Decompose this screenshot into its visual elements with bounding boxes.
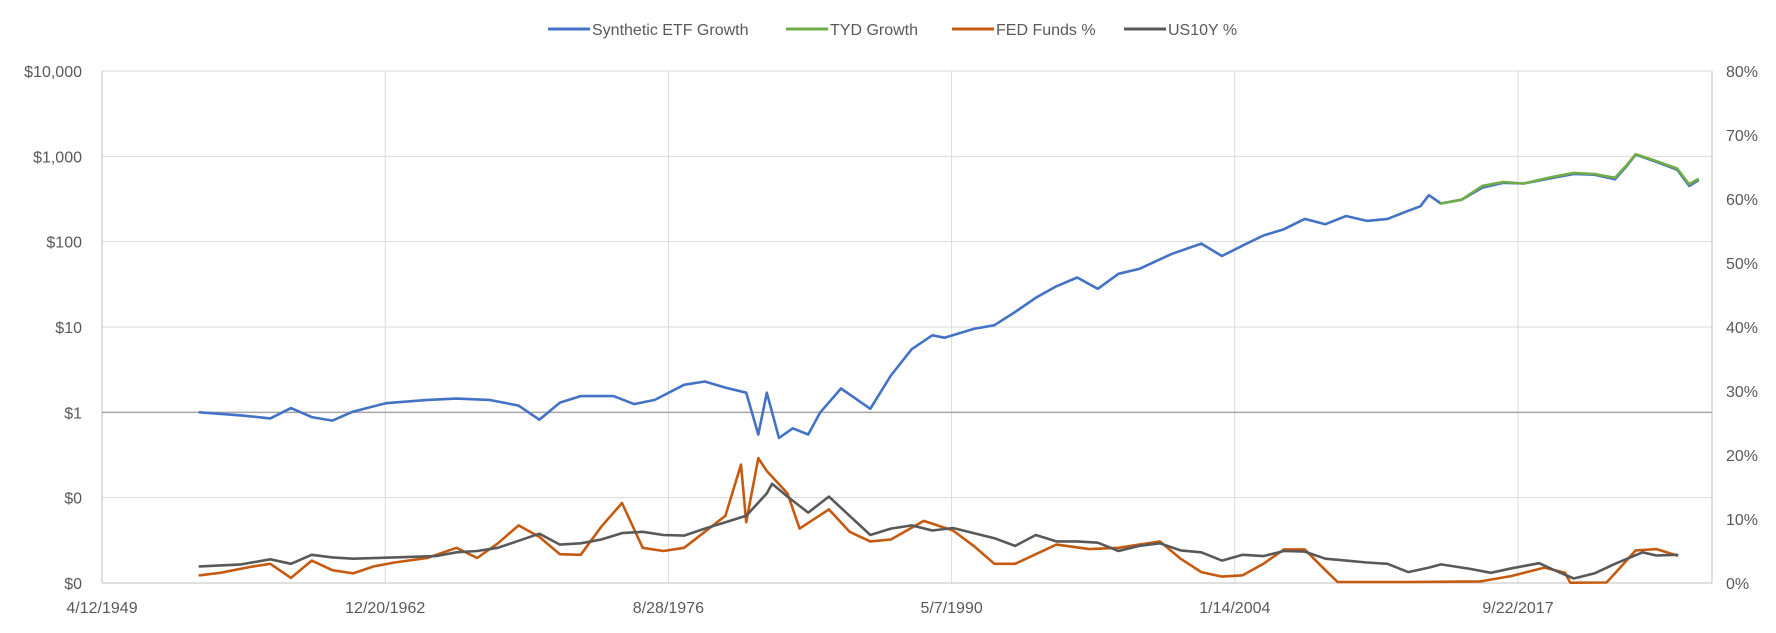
y-right-tick-label: 40% (1726, 320, 1758, 337)
x-tick-label: 4/12/1949 (66, 600, 137, 617)
legend-label-fed-funds: FED Funds % (996, 22, 1096, 39)
legend: Synthetic ETF Growth TYD Growth FED Funds … (548, 22, 1237, 39)
y-left-tick-label: $0 (64, 576, 82, 593)
y-right-tick-label: 70% (1726, 128, 1758, 145)
y-right-tick-label: 50% (1726, 256, 1758, 273)
y-left-tick-label: $1,000 (33, 149, 82, 166)
y-left-tick-label: $10,000 (24, 64, 82, 81)
series-line-fed-funds (198, 456, 1679, 585)
legend-label-synthetic-etf-growth: Synthetic ETF Growth (592, 22, 749, 39)
gridlines (102, 70, 1712, 584)
y-left-tick-label: $0 (64, 491, 82, 508)
y-left-tick-label: $10 (55, 320, 82, 337)
y-left-tick-label: $1 (64, 405, 82, 422)
series-line-synthetic-etf-growth (198, 153, 1700, 440)
legend-label-us10y: US10Y % (1168, 22, 1237, 39)
series-line-us10y (198, 482, 1679, 580)
x-tick-label: 9/22/2017 (1482, 600, 1553, 617)
x-tick-label: 5/7/1990 (920, 600, 982, 617)
legend-label-tyd-growth: TYD Growth (830, 22, 918, 39)
x-tick-label: 8/28/1976 (633, 600, 704, 617)
y-right-tick-label: 0% (1726, 576, 1749, 593)
y-right-tick-label: 20% (1726, 448, 1758, 465)
y-right-tick-label: 80% (1726, 64, 1758, 81)
y-left-tick-label: $100 (46, 235, 82, 252)
series-lines (198, 152, 1700, 585)
x-tick-label: 12/20/1962 (345, 600, 425, 617)
y-right-tick-label: 10% (1726, 512, 1758, 529)
x-tick-label: 1/14/2004 (1199, 600, 1270, 617)
y-right-tick-label: 60% (1726, 192, 1758, 209)
series-line-tyd-growth (1439, 152, 1700, 205)
axes: $0 $0 $1 $10 $100 $1,000 $10,000 0% 10% 20% 30% 40%… (24, 64, 1758, 617)
y-right-tick-label: 30% (1726, 384, 1758, 401)
